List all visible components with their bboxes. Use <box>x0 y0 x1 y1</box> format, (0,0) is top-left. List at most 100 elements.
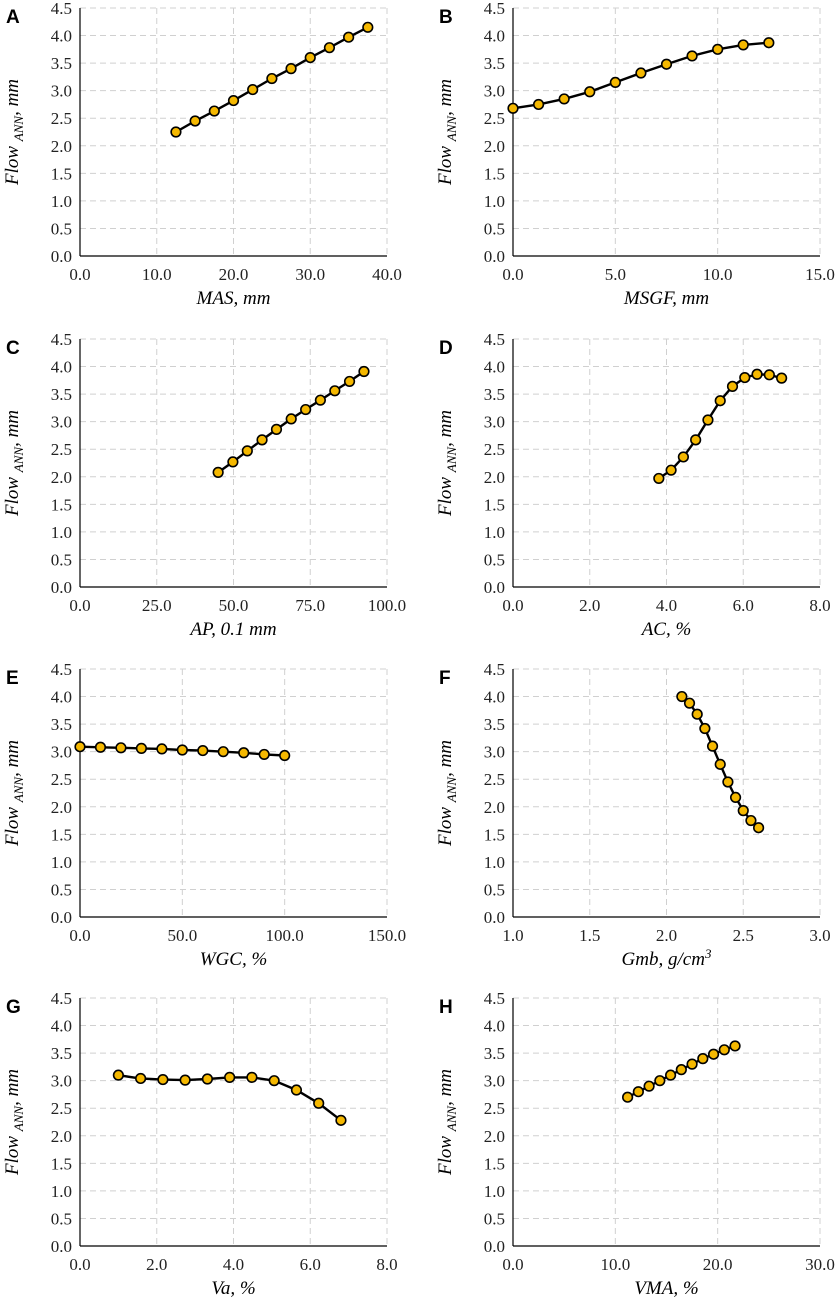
data-point <box>699 722 711 735</box>
data-point <box>697 1053 709 1065</box>
data-point <box>712 43 724 55</box>
y-axis-title-unit: , mm <box>2 1069 23 1106</box>
y-tick-label: 3.5 <box>51 715 72 734</box>
panel-letter-f: F <box>439 668 451 689</box>
data-point <box>718 1044 730 1056</box>
data-point <box>737 805 749 817</box>
panel-a: A 0.0 0.5 1.0 1.5 2.0 2.5 3.0 3.5 4.0 4.5 0.0 10.0 20… <box>2 0 402 309</box>
y-axis-title-subscript: ANN <box>444 115 459 143</box>
y-axis-title-unit: , mm <box>2 79 23 116</box>
data-point <box>691 708 703 720</box>
data-point <box>227 94 240 107</box>
y-tick-label: 2.0 <box>484 468 505 487</box>
x-tick-label: 50.0 <box>219 596 249 615</box>
data-point <box>115 742 127 754</box>
y-axis-title-subscript: ANN <box>11 776 26 804</box>
data-point <box>676 690 688 703</box>
y-tick-label: 0.5 <box>51 550 72 569</box>
x-tick-label: 2.0 <box>656 926 677 945</box>
data-point <box>690 434 702 446</box>
x-tick-label: 10.0 <box>600 1255 630 1274</box>
data-point <box>290 1084 303 1096</box>
data-point <box>212 466 224 478</box>
data-point <box>507 102 519 114</box>
y-axis-title-unit: , mm <box>435 740 456 777</box>
y-axis-title-subscript: ANN <box>11 115 26 143</box>
x-tick-label: 0.0 <box>502 1255 523 1274</box>
y-tick-label: 1.0 <box>484 853 505 872</box>
x-tick-label: 0.0 <box>69 1255 90 1274</box>
data-point <box>74 741 86 753</box>
data-point <box>702 414 714 426</box>
y-tick-label: 1.0 <box>51 853 72 872</box>
y-tick-label: 2.0 <box>484 798 505 817</box>
data-point <box>745 814 757 827</box>
data-point <box>763 369 775 381</box>
panel-letter-g: G <box>6 997 21 1018</box>
y-tick-label: 2.5 <box>484 440 505 459</box>
data-point <box>285 413 297 425</box>
y-tick-label: 4.5 <box>51 330 72 349</box>
data-point <box>635 67 647 79</box>
x-tick-label: 2.0 <box>579 596 600 615</box>
y-tick-label: 3.5 <box>51 1044 72 1063</box>
y-tick-label: 0.0 <box>51 908 72 927</box>
panel-c: C 0.0 0.5 1.0 1.5 2.0 2.5 3.0 3.5 4.0 4.5 0.0 25.0 50… <box>2 330 406 640</box>
data-point <box>208 105 220 117</box>
x-tick-label: 20.0 <box>219 265 249 284</box>
data-point <box>609 76 621 88</box>
data-point <box>664 1069 677 1081</box>
panel-f: F 0.0 0.5 1.0 1.5 2.0 2.5 3.0 3.5 4.0 4.5 1.0 1.5 2.0… <box>435 660 831 970</box>
x-axis-title: AC, % <box>640 619 692 640</box>
x-tick-label: 0.0 <box>502 596 523 615</box>
y-tick-label: 0.0 <box>484 1237 505 1256</box>
x-tick-label: 6.0 <box>300 1255 321 1274</box>
data-point <box>675 1064 687 1076</box>
y-tick-label: 4.5 <box>484 0 505 18</box>
x-tick-label: 2.5 <box>733 926 754 945</box>
y-axis-title-main: Flow <box>435 141 456 186</box>
data-point <box>686 50 698 62</box>
data-point <box>256 434 268 446</box>
data-point <box>201 1073 214 1085</box>
y-tick-label: 4.0 <box>484 27 505 46</box>
data-point <box>677 451 689 463</box>
y-axis-title-main: Flow <box>2 1131 23 1176</box>
y-tick-label: 2.5 <box>51 1099 72 1118</box>
panel-e: E 0.0 0.5 1.0 1.5 2.0 2.5 3.0 3.5 4.0 4.5 0.0 50.0 10… <box>2 660 406 970</box>
data-point <box>156 743 168 755</box>
y-tick-label: 0.0 <box>484 578 505 597</box>
data-point <box>722 776 734 788</box>
x-tick-label: 150.0 <box>368 926 406 945</box>
x-tick-label: 100.0 <box>368 596 406 615</box>
x-tick-label: 8.0 <box>809 596 830 615</box>
data-point <box>558 93 570 105</box>
y-axis-title-subscript: ANN <box>444 776 459 804</box>
x-tick-label: 100.0 <box>266 926 304 945</box>
y-tick-label: 3.5 <box>51 54 72 73</box>
y-axis-title-main: Flow <box>435 1131 456 1176</box>
x-tick-label: 30.0 <box>805 1255 835 1274</box>
y-tick-label: 2.0 <box>484 1127 505 1146</box>
y-tick-label: 0.5 <box>51 1209 72 1228</box>
data-point <box>94 741 107 753</box>
y-axis-title-subscript: ANN <box>11 446 26 474</box>
y-tick-label: 0.0 <box>484 247 505 266</box>
y-tick-label: 0.0 <box>51 578 72 597</box>
y-tick-label: 2.0 <box>51 1127 72 1146</box>
data-point <box>686 1058 698 1070</box>
x-tick-label: 6.0 <box>733 596 754 615</box>
y-tick-label: 4.5 <box>484 989 505 1008</box>
y-tick-label: 3.5 <box>484 54 505 73</box>
data-point <box>246 1071 258 1083</box>
y-tick-label: 0.5 <box>484 550 505 569</box>
x-tick-label: 75.0 <box>295 596 325 615</box>
data-point <box>729 791 742 804</box>
x-tick-label: 3.0 <box>809 926 830 945</box>
data-point <box>224 1071 236 1083</box>
y-tick-label: 2.0 <box>51 468 72 487</box>
data-point <box>323 42 336 54</box>
data-point <box>706 740 719 752</box>
x-tick-label: 8.0 <box>376 1255 397 1274</box>
y-tick-label: 0.5 <box>51 880 72 899</box>
